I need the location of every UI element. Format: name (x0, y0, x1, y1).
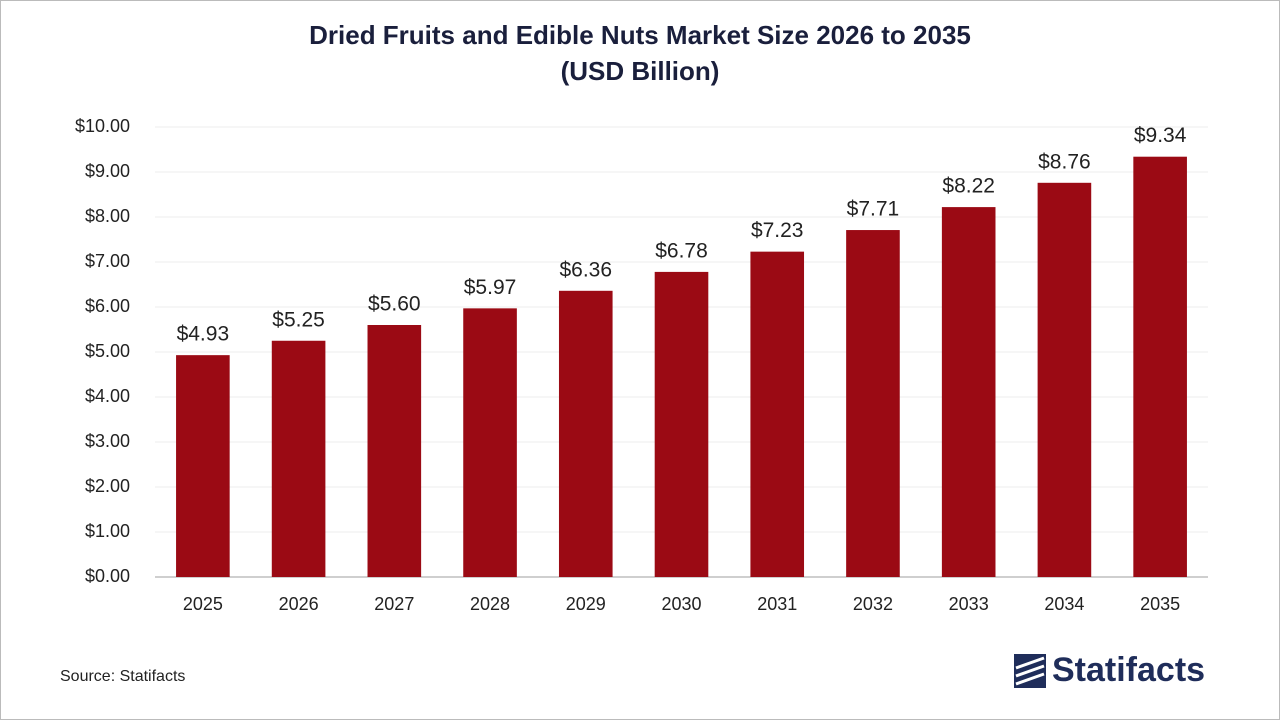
data-label: $6.36 (559, 258, 612, 281)
x-tick-label: 2030 (661, 594, 701, 614)
y-tick-label: $1.00 (85, 521, 130, 541)
y-tick-label: $9.00 (85, 161, 130, 181)
x-tick-label: 2031 (757, 594, 797, 614)
y-tick-label: $8.00 (85, 206, 130, 226)
chart-subtitle: (USD Billion) (561, 56, 720, 86)
bar (750, 251, 805, 577)
logo-text: Statifacts (1052, 651, 1205, 689)
bar (367, 325, 422, 577)
bar (558, 290, 613, 577)
x-tick-label: 2032 (853, 594, 893, 614)
data-label: $9.34 (1134, 124, 1187, 147)
y-tick-label: $4.00 (85, 386, 130, 406)
x-tick-label: 2035 (1140, 594, 1180, 614)
logo-icon (1014, 654, 1046, 688)
y-tick-label: $6.00 (85, 296, 130, 316)
bar (941, 207, 996, 577)
y-tick-label: $7.00 (85, 251, 130, 271)
x-tick-label: 2026 (279, 594, 319, 614)
bar (1133, 156, 1187, 577)
chart-title: Dried Fruits and Edible Nuts Market Size… (309, 20, 971, 50)
data-label: $5.60 (368, 293, 421, 316)
bar (846, 230, 900, 578)
bar (654, 271, 709, 577)
data-label: $5.97 (464, 276, 517, 299)
x-tick-label: 2028 (470, 594, 510, 614)
data-label: $8.76 (1038, 150, 1091, 173)
data-label: $7.71 (847, 198, 900, 221)
y-tick-label: $5.00 (85, 341, 130, 361)
y-tick-label: $3.00 (85, 431, 130, 451)
data-label: $5.25 (272, 308, 325, 331)
source-note: Source: Statifacts (60, 668, 185, 685)
x-tick-label: 2027 (374, 594, 414, 614)
bar (176, 355, 230, 577)
bar (1037, 182, 1092, 578)
x-tick-label: 2029 (566, 594, 606, 614)
data-label: $6.78 (655, 239, 708, 262)
data-label: $4.93 (177, 323, 230, 346)
data-label: $8.22 (942, 175, 995, 198)
y-tick-label: $10.00 (75, 116, 130, 136)
data-label: $7.23 (751, 219, 804, 242)
bar (271, 340, 326, 577)
bar (463, 308, 517, 577)
x-tick-label: 2025 (183, 594, 223, 614)
y-tick-label: $2.00 (85, 476, 130, 496)
x-tick-label: 2033 (949, 594, 989, 614)
x-tick-label: 2034 (1044, 594, 1084, 614)
y-tick-label: $0.00 (85, 566, 130, 586)
